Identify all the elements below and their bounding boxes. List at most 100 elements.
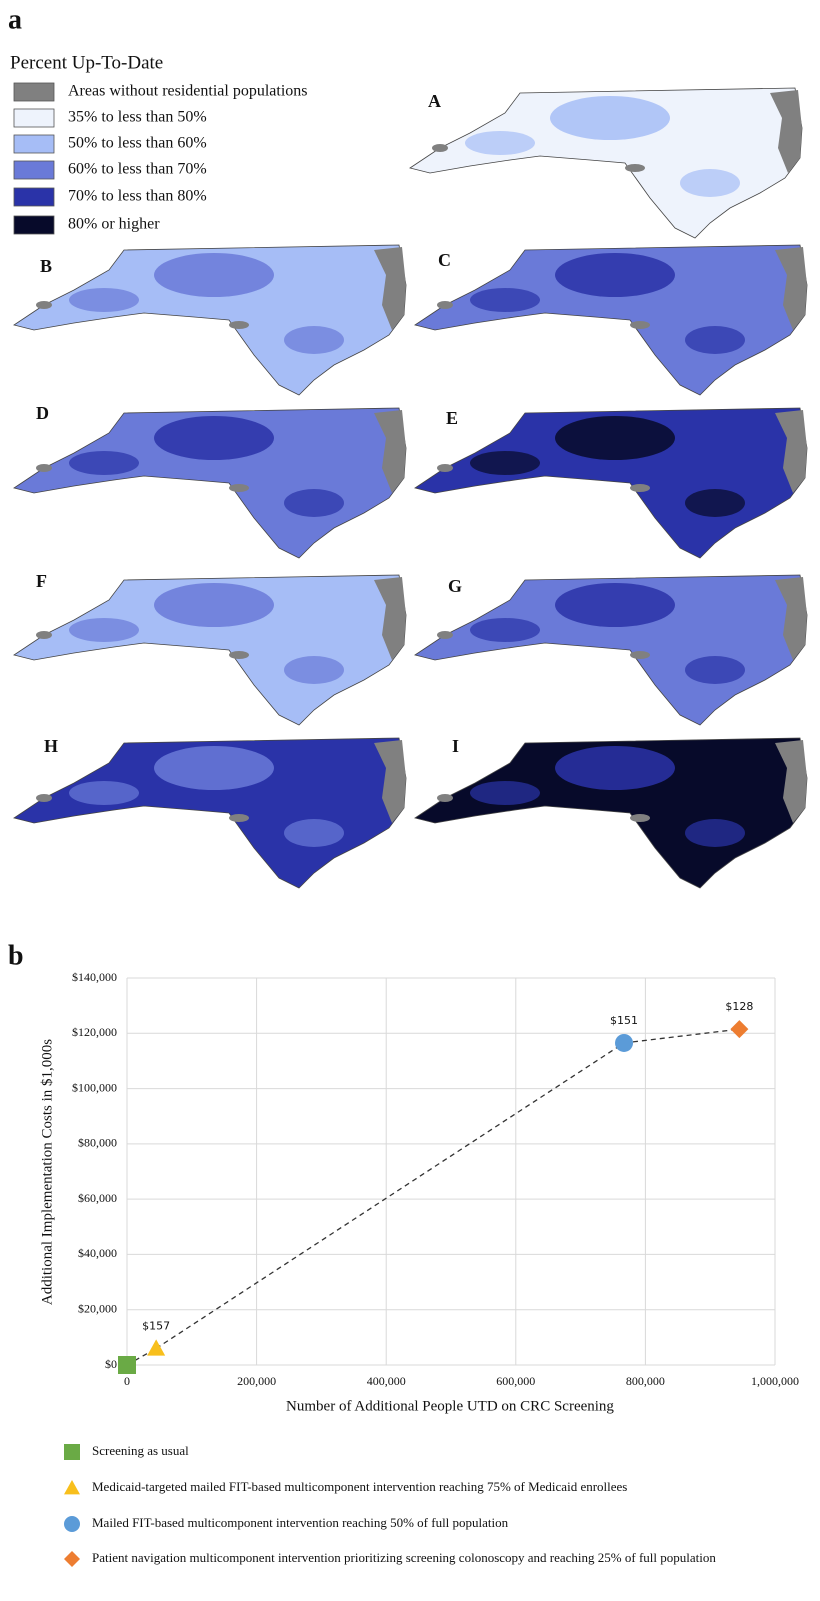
map-water [625, 164, 645, 172]
legend-marker [64, 1444, 80, 1460]
map-region [154, 583, 274, 627]
map-region [685, 326, 745, 354]
legend-swatch [14, 135, 54, 153]
map-water [229, 321, 249, 329]
x-tick-label: 200,000 [237, 1374, 276, 1388]
map-water [630, 651, 650, 659]
map-region [284, 326, 344, 354]
map-region [470, 781, 540, 805]
map-water [437, 301, 453, 309]
panel-label: b [8, 940, 24, 971]
point-label: $128 [725, 1000, 753, 1013]
point-label: $151 [610, 1014, 638, 1027]
map-water [437, 464, 453, 472]
map-water [36, 794, 52, 802]
map-region [685, 656, 745, 684]
map-region [154, 253, 274, 297]
point [118, 1356, 136, 1374]
map-water [229, 814, 249, 822]
y-tick-label: $100,000 [72, 1080, 117, 1094]
map-region [550, 96, 670, 140]
nc-map [14, 738, 406, 888]
map-water [229, 651, 249, 659]
map-water [630, 321, 650, 329]
map-region [69, 288, 139, 312]
panel-letter: B [40, 256, 52, 276]
connector-line [624, 1029, 739, 1043]
legend-swatch [14, 83, 54, 101]
panel-letter: H [44, 736, 58, 756]
map-region [465, 131, 535, 155]
x-tick-label: 1,000,000 [751, 1374, 799, 1388]
map-water [630, 814, 650, 822]
map-water [437, 794, 453, 802]
legend-label: Mailed FIT-based multicomponent interven… [92, 1515, 509, 1530]
legend-label: Areas without residential populations [68, 83, 308, 100]
map-region [470, 451, 540, 475]
map-region [555, 253, 675, 297]
map-region [555, 416, 675, 460]
legend-marker [64, 1551, 80, 1567]
x-axis-title: Number of Additional People UTD on CRC S… [286, 1398, 614, 1414]
panel-letter: A [428, 91, 441, 111]
legend-swatch [14, 216, 54, 234]
legend-label: 80% or higher [68, 216, 160, 233]
point [730, 1020, 748, 1038]
nc-map [415, 575, 807, 725]
y-tick-label: $20,000 [78, 1301, 117, 1315]
legend-label: 60% to less than 70% [68, 161, 207, 178]
panel-letter: F [36, 571, 47, 591]
map-region [685, 489, 745, 517]
y-tick-label: $40,000 [78, 1246, 117, 1260]
map-region [154, 416, 274, 460]
nc-map [410, 88, 802, 238]
map-water [36, 464, 52, 472]
map-region [69, 451, 139, 475]
map-region [69, 781, 139, 805]
map-region [284, 819, 344, 847]
y-tick-label: $120,000 [72, 1025, 117, 1039]
legend-label: 35% to less than 50% [68, 109, 207, 126]
y-axis-title: Additional Implementation Costs in $1,00… [39, 1039, 55, 1305]
legend-label: 70% to less than 80% [68, 188, 207, 205]
legend-swatch [14, 109, 54, 127]
legend-label: 50% to less than 60% [68, 135, 207, 152]
legend-label: Patient navigation multicomponent interv… [92, 1550, 716, 1565]
nc-map [14, 245, 406, 395]
map-water [432, 144, 448, 152]
x-tick-label: 0 [124, 1374, 130, 1388]
panel-letter: C [438, 250, 451, 270]
x-tick-label: 800,000 [626, 1374, 665, 1388]
panel-letter: I [452, 736, 459, 756]
map-region [154, 746, 274, 790]
panel-letter: E [446, 408, 458, 428]
nc-map [14, 408, 406, 558]
nc-map [415, 408, 807, 558]
legend-swatch [14, 161, 54, 179]
map-region [69, 618, 139, 642]
map-region [555, 583, 675, 627]
map-water [36, 301, 52, 309]
point [615, 1034, 633, 1052]
map-region [470, 288, 540, 312]
nc-map [415, 738, 807, 888]
legend-swatch [14, 188, 54, 206]
point-label: $157 [142, 1319, 170, 1332]
map-region [555, 746, 675, 790]
y-tick-label: $140,000 [72, 970, 117, 984]
map-water [437, 631, 453, 639]
x-tick-label: 400,000 [367, 1374, 406, 1388]
legend-label: Screening as usual [92, 1443, 189, 1458]
map-water [630, 484, 650, 492]
legend-label: Medicaid-targeted mailed FIT-based multi… [92, 1479, 627, 1494]
map-water [229, 484, 249, 492]
x-tick-label: 600,000 [496, 1374, 535, 1388]
y-tick-label: $60,000 [78, 1191, 117, 1205]
map-region [284, 489, 344, 517]
point [147, 1339, 165, 1355]
map-region [685, 819, 745, 847]
legend-marker [64, 1480, 80, 1494]
map-region [470, 618, 540, 642]
map-region [284, 656, 344, 684]
map-water [36, 631, 52, 639]
